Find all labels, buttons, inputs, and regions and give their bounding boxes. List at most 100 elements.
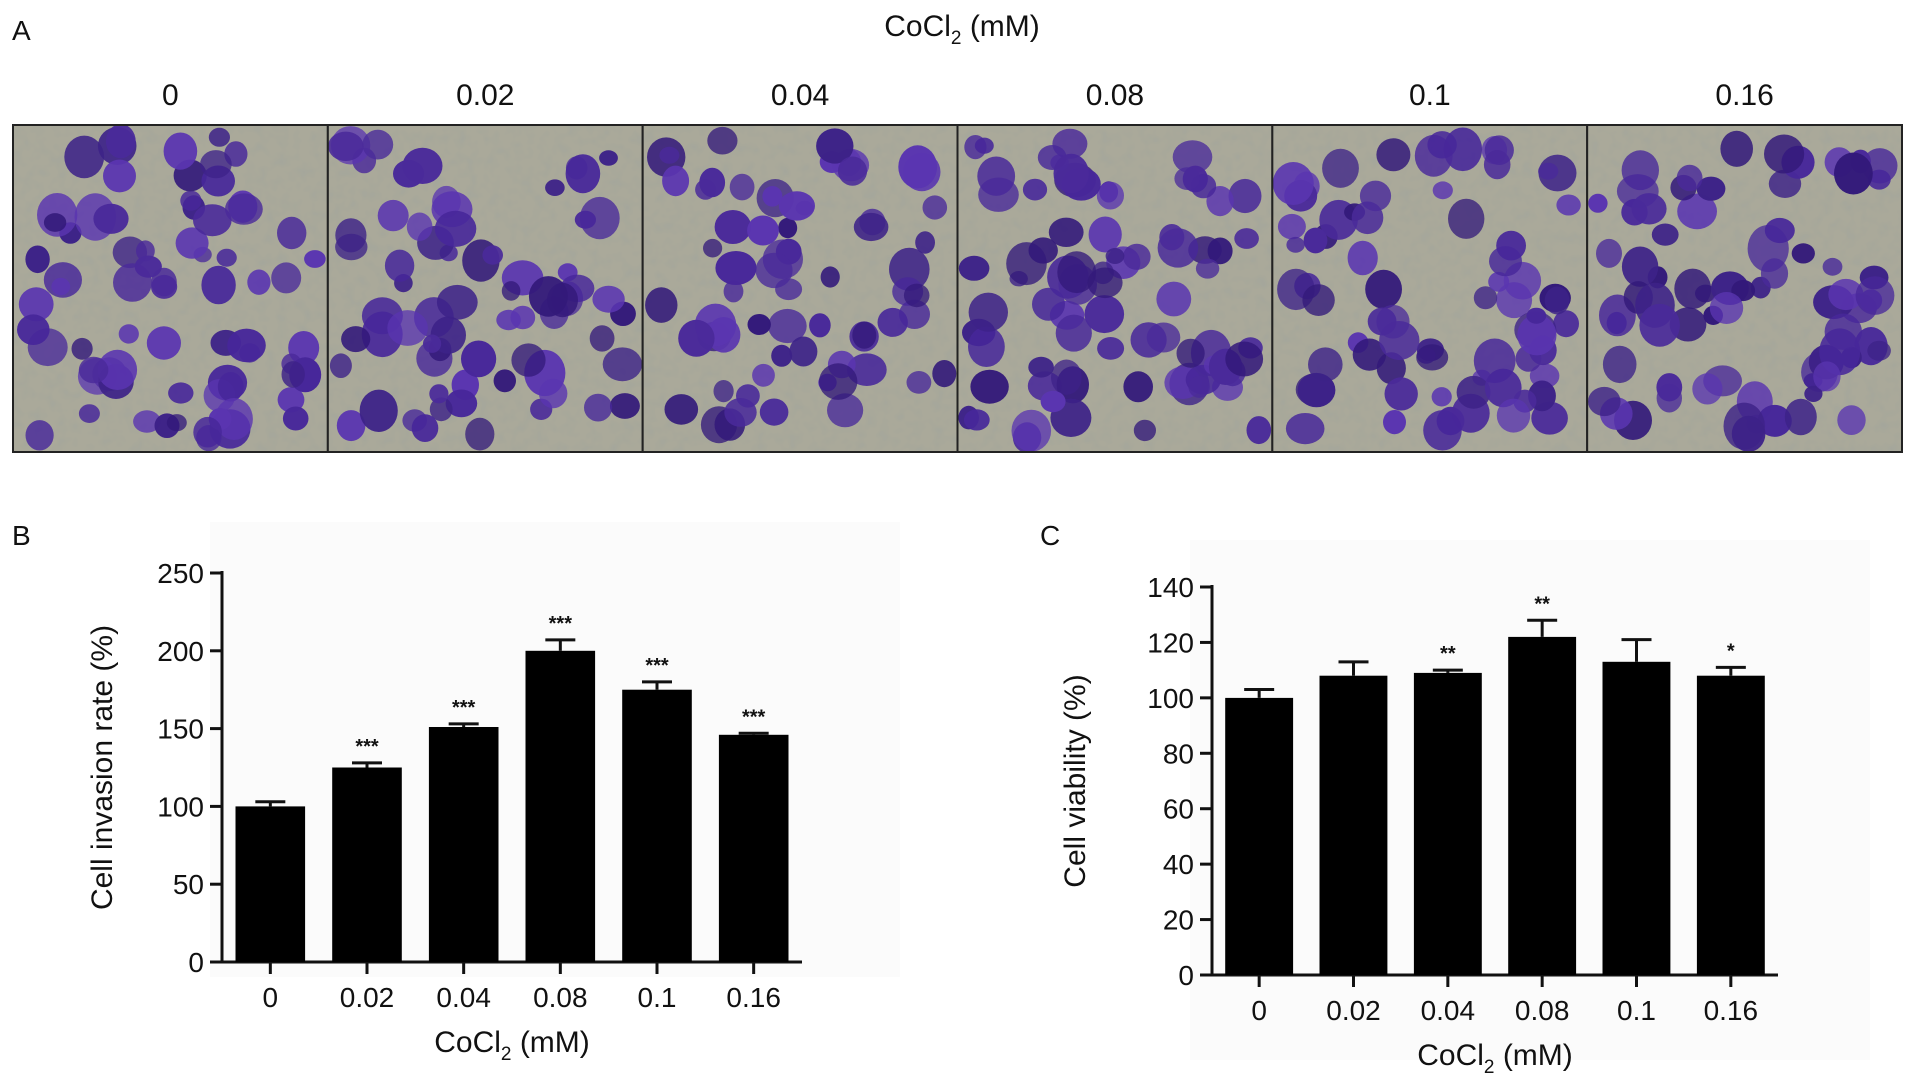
micrograph-panel: [326, 124, 644, 453]
stained-cell: [762, 186, 783, 207]
stained-cell: [1234, 228, 1259, 249]
stained-cell: [1347, 240, 1378, 276]
stained-cell: [277, 216, 307, 250]
stained-cell: [27, 328, 68, 367]
y-tick-label: 0: [188, 947, 204, 978]
stained-cell: [1837, 405, 1866, 435]
stained-cell: [1032, 287, 1065, 321]
stained-cell: [1383, 410, 1406, 435]
stained-cell: [963, 409, 990, 431]
stained-cell: [759, 398, 789, 426]
significance-marker: ***: [549, 613, 573, 635]
y-tick-label: 100: [1147, 683, 1194, 714]
stained-cell: [511, 343, 546, 377]
stained-cell: [1867, 340, 1891, 361]
stained-cell: [1040, 390, 1066, 413]
stained-cell: [180, 190, 202, 211]
stained-cell: [827, 393, 864, 428]
stained-cell: [819, 363, 858, 400]
x-tick-label: 0.04: [436, 982, 491, 1013]
stained-cell: [1028, 237, 1058, 264]
stained-cell: [247, 269, 271, 295]
stained-cell: [771, 344, 793, 367]
stained-cell: [78, 356, 109, 384]
stained-cell: [545, 179, 565, 196]
stained-cell: [429, 397, 453, 422]
stained-cell: [1048, 217, 1084, 247]
stained-cell: [1123, 371, 1153, 403]
stained-cell: [1285, 413, 1325, 445]
stained-cell: [1156, 281, 1192, 317]
chart-c: 0 20 40 60 80 100 120 140 0 0.02 0.04 ** 0.08 ** 0.1 0.…: [1059, 572, 1778, 1078]
stained-cell: [853, 212, 889, 242]
stained-cell: [445, 389, 478, 418]
stained-cell: [118, 324, 139, 344]
micrograph-panel: [956, 124, 1274, 453]
stained-cell: [837, 156, 868, 186]
stained-cell: [1133, 419, 1156, 442]
x-tick-label: 0.02: [340, 982, 395, 1013]
stained-cell: [359, 389, 398, 432]
micrograph-strip: [12, 124, 1903, 453]
y-tick-label: 80: [1163, 738, 1194, 769]
stained-cell: [1365, 269, 1402, 309]
stained-cell: [1055, 314, 1092, 352]
stained-cell: [328, 131, 364, 161]
stained-cell: [659, 146, 680, 164]
stained-cell: [1195, 258, 1220, 279]
stained-cell: [714, 210, 752, 244]
stained-cell: [713, 380, 734, 403]
stained-cell: [217, 372, 244, 402]
panel-a-title: CoCl2 (mM): [884, 10, 1040, 49]
stained-cell: [915, 231, 935, 254]
stained-cell: [1473, 286, 1498, 310]
stained-cell: [1538, 162, 1559, 180]
stained-cell: [1376, 352, 1406, 385]
stained-cell: [112, 263, 152, 302]
x-tick-label: 0.16: [1704, 995, 1759, 1026]
stained-cell: [465, 417, 495, 451]
stained-cell: [1088, 216, 1122, 253]
stained-cell: [816, 128, 854, 164]
stained-cell: [970, 369, 1009, 404]
stained-cell: [565, 154, 601, 194]
stained-cell: [193, 416, 222, 448]
x-tick-label: 0: [1251, 995, 1267, 1026]
bar: [332, 767, 402, 962]
stained-cell: [1159, 224, 1185, 251]
x-axis-label-subscript: 2: [501, 1044, 512, 1065]
x-tick-label: 0.1: [638, 982, 677, 1013]
stained-cell: [778, 191, 816, 221]
micrograph-concentration-label: 0.1: [1409, 79, 1451, 112]
stained-cell: [968, 326, 1005, 367]
stained-cell: [898, 145, 938, 189]
stained-cell: [729, 173, 755, 201]
stained-cell: [1416, 344, 1449, 371]
stained-cell: [1488, 271, 1510, 292]
stained-cell: [724, 398, 757, 427]
stained-cell: [146, 326, 181, 360]
stained-cell: [820, 266, 840, 288]
stained-cell: [1473, 338, 1516, 384]
stained-cell: [599, 150, 618, 166]
micrograph-panel: [641, 124, 959, 453]
stained-cell: [747, 314, 771, 335]
stained-cell: [1384, 377, 1418, 411]
stained-cell: [664, 394, 699, 425]
stained-cell: [97, 349, 138, 390]
stained-cell: [1639, 303, 1680, 347]
stained-cell: [579, 196, 620, 240]
stained-cell: [695, 179, 716, 200]
stained-cell: [1674, 268, 1712, 309]
panel-a-title-main: CoCl: [884, 10, 951, 43]
stained-cell: [1431, 387, 1452, 407]
stained-cell: [958, 255, 990, 281]
stained-cell: [1051, 359, 1082, 395]
y-tick-label: 140: [1147, 572, 1194, 603]
stained-cell: [1813, 361, 1841, 392]
stained-cell: [1011, 409, 1052, 452]
y-tick-label: 120: [1147, 627, 1194, 658]
micrograph-panel: [12, 124, 329, 453]
stained-cell: [1379, 321, 1420, 360]
stained-cell: [1351, 201, 1384, 235]
